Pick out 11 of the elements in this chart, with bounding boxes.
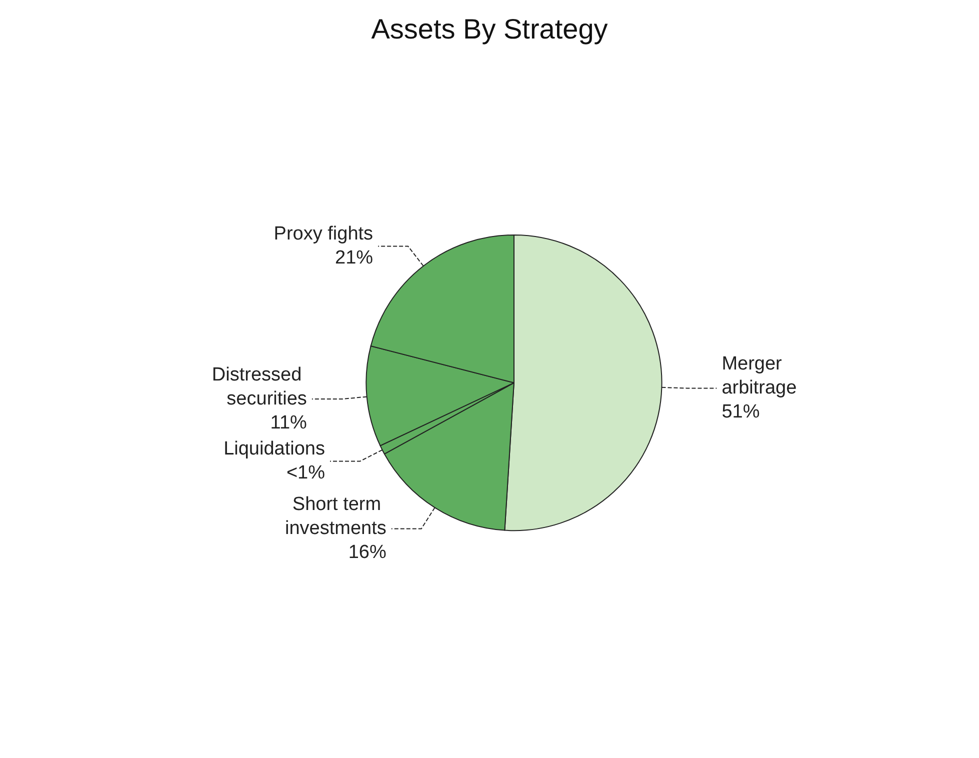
data-label: <1%: [286, 462, 326, 484]
data-label: 21%: [335, 248, 374, 269]
slice-label: Short term investments: [285, 494, 386, 540]
chart-title: Assets By Strategy: [371, 14, 608, 44]
slice-label: Proxy fights: [274, 224, 374, 245]
slice-label: Liquidations: [224, 438, 325, 460]
data-label: 51%: [722, 402, 760, 423]
data-label: 11%: [270, 412, 308, 434]
slice-label: Distressed securities: [212, 364, 307, 410]
slice-label: Merger arbitrage: [722, 354, 797, 399]
data-label: 16%: [348, 542, 386, 564]
